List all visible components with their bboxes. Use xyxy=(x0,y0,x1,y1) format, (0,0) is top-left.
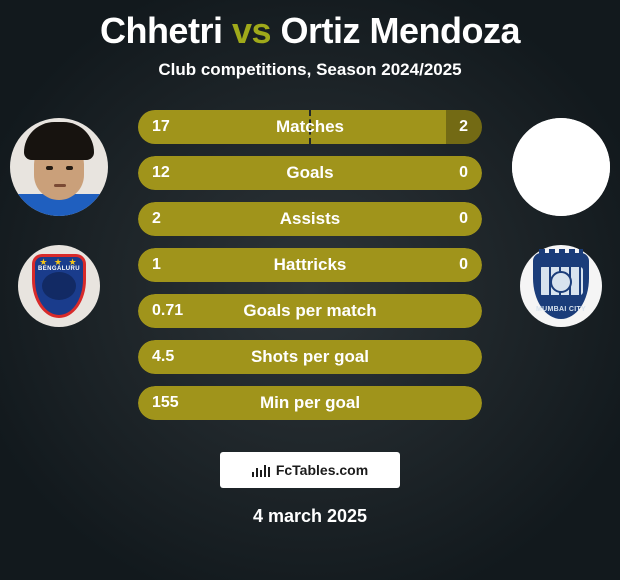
stat-row: Matches17 2 xyxy=(138,110,482,144)
stat-label: Goals per match xyxy=(138,294,482,328)
brand-badge: FcTables.com xyxy=(220,452,400,488)
vs-separator: vs xyxy=(232,10,271,51)
brand-logo-icon xyxy=(252,463,270,477)
player2-name: Ortiz Mendoza xyxy=(281,10,521,51)
stat-row: Min per goal155 xyxy=(138,386,482,420)
stat-value-left: 0.71 xyxy=(152,294,183,328)
stat-row: Assists2 0 xyxy=(138,202,482,236)
stat-value-left: 4.5 xyxy=(152,340,174,374)
comparison-content: ★ ★ ★ BENGALURU MUMBAI CITY Matches17 2 Go… xyxy=(0,110,620,430)
stat-value-left: 155 xyxy=(152,386,179,420)
player1-club-crest: ★ ★ ★ BENGALURU xyxy=(18,245,100,327)
stat-value-left: 1 xyxy=(152,248,161,282)
stat-value-right: 0 xyxy=(459,248,468,282)
stat-value-right: 0 xyxy=(459,156,468,190)
brand-text: FcTables.com xyxy=(276,462,368,478)
mumbai-city-crest-icon: MUMBAI CITY xyxy=(533,253,589,319)
stat-row: Goals12 0 xyxy=(138,156,482,190)
stat-row: Hattricks1 0 xyxy=(138,248,482,282)
stat-label: Min per goal xyxy=(138,386,482,420)
stat-value-left: 12 xyxy=(152,156,170,190)
player1-name: Chhetri xyxy=(100,10,223,51)
player1-face-icon xyxy=(10,118,108,216)
player2-placeholder-icon xyxy=(512,118,610,216)
comparison-title: Chhetri vs Ortiz Mendoza xyxy=(0,0,620,52)
stat-row: Goals per match0.71 xyxy=(138,294,482,328)
stat-label: Assists xyxy=(138,202,482,236)
stat-label: Goals xyxy=(138,156,482,190)
stat-label: Matches xyxy=(138,110,482,144)
stat-value-left: 2 xyxy=(152,202,161,236)
stat-value-left: 17 xyxy=(152,110,170,144)
stat-row: Shots per goal4.5 xyxy=(138,340,482,374)
player2-club-crest: MUMBAI CITY xyxy=(520,245,602,327)
infographic-date: 4 march 2025 xyxy=(0,506,620,527)
player1-avatar xyxy=(10,118,108,216)
crest-right-text: MUMBAI CITY xyxy=(533,306,589,313)
subtitle: Club competitions, Season 2024/2025 xyxy=(0,60,620,80)
stat-label: Hattricks xyxy=(138,248,482,282)
stat-label: Shots per goal xyxy=(138,340,482,374)
stat-bars: Matches172Goals120Assists20Hattricks10Go… xyxy=(138,110,482,432)
player2-avatar xyxy=(512,118,610,216)
bengaluru-crest-icon: ★ ★ ★ BENGALURU xyxy=(32,254,86,318)
stat-value-right: 0 xyxy=(459,202,468,236)
stat-value-right: 2 xyxy=(459,110,468,144)
